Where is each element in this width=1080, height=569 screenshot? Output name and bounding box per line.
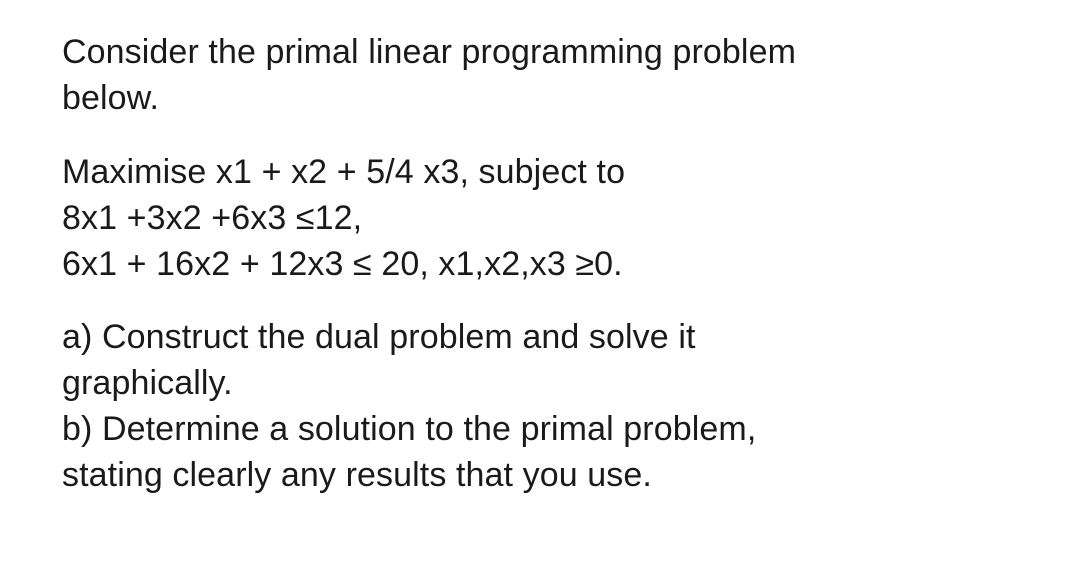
question-a-line-1: a) Construct the dual problem and solve … xyxy=(62,315,1018,361)
intro-paragraph: Consider the primal linear programming p… xyxy=(62,30,1018,122)
intro-line-1: Consider the primal linear programming p… xyxy=(62,30,1018,76)
objective-line: Maximise x1 + x2 + 5/4 x3, subject to xyxy=(62,150,1018,196)
intro-line-2: below. xyxy=(62,76,1018,122)
problem-statement: Maximise x1 + x2 + 5/4 x3, subject to 8x… xyxy=(62,150,1018,288)
question-b-line-1: b) Determine a solution to the primal pr… xyxy=(62,407,1018,453)
question-b-line-2: stating clearly any results that you use… xyxy=(62,453,1018,499)
constraint-2-line: 6x1 + 16x2 + 12x3 ≤ 20, x1,x2,x3 ≥0. xyxy=(62,242,1018,288)
problem-document: Consider the primal linear programming p… xyxy=(0,0,1080,539)
constraint-1-line: 8x1 +3x2 +6x3 ≤12, xyxy=(62,196,1018,242)
question-a-line-2: graphically. xyxy=(62,361,1018,407)
questions-paragraph: a) Construct the dual problem and solve … xyxy=(62,315,1018,499)
